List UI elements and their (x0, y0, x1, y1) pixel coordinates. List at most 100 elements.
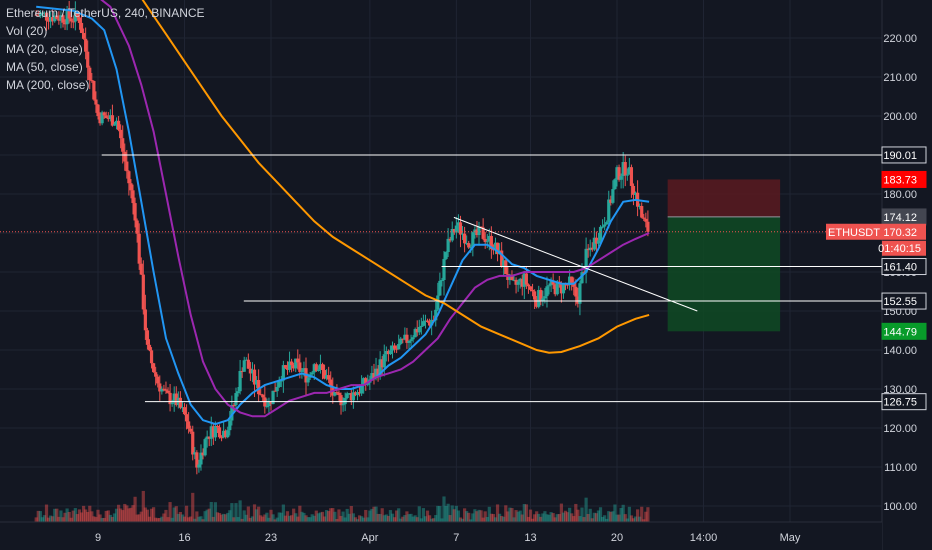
candle-body[interactable] (500, 250, 504, 267)
candle-body[interactable] (469, 247, 473, 249)
candle-body[interactable] (487, 235, 491, 242)
candle-body[interactable] (619, 176, 623, 180)
candle-body[interactable] (392, 345, 397, 349)
candle-body[interactable] (349, 393, 353, 401)
candle-body[interactable] (79, 22, 84, 33)
candle-body[interactable] (413, 329, 417, 338)
candle-body[interactable] (388, 350, 393, 355)
candle-body[interactable] (257, 380, 261, 395)
candle-body[interactable] (269, 401, 273, 405)
candle-body[interactable] (46, 20, 51, 22)
candle-body[interactable] (325, 375, 329, 379)
candle-body[interactable] (452, 229, 456, 233)
candle-body[interactable] (559, 283, 563, 294)
candle-body[interactable] (67, 10, 71, 19)
legend-volume[interactable]: Vol (20) (6, 24, 48, 38)
candle-body[interactable] (174, 393, 178, 405)
candle-body[interactable] (238, 370, 242, 392)
candle-body[interactable] (329, 379, 333, 388)
candle-body[interactable] (119, 129, 123, 139)
candle-body[interactable] (162, 388, 166, 390)
candle-body[interactable] (553, 284, 557, 295)
candle-body[interactable] (42, 12, 47, 14)
candle-body[interactable] (236, 391, 240, 394)
candle-body[interactable] (143, 309, 147, 331)
candle-body[interactable] (384, 351, 388, 355)
candle-body[interactable] (446, 238, 450, 253)
candle-body[interactable] (442, 258, 446, 280)
candle-body[interactable] (44, 12, 49, 21)
candle-body[interactable] (152, 363, 156, 373)
candle-body[interactable] (600, 226, 605, 228)
candle-body[interactable] (417, 326, 421, 333)
candle-body[interactable] (104, 115, 108, 119)
candle-body[interactable] (145, 330, 150, 345)
candle-body[interactable] (277, 381, 281, 388)
candle-body[interactable] (631, 185, 636, 195)
candle-body[interactable] (112, 124, 117, 126)
candle-body[interactable] (590, 247, 594, 250)
candle-body[interactable] (409, 339, 413, 341)
candle-body[interactable] (318, 364, 323, 370)
candle-body[interactable] (141, 274, 145, 310)
candle-body[interactable] (543, 296, 547, 299)
candle-body[interactable] (49, 17, 53, 22)
candle-body[interactable] (493, 242, 498, 251)
candle-body[interactable] (201, 452, 205, 456)
candle-body[interactable] (549, 280, 553, 286)
candle-body[interactable] (53, 15, 57, 22)
horizontal-levels[interactable] (101, 154, 882, 403)
candle-body[interactable] (38, 13, 42, 16)
candle-body[interactable] (116, 120, 121, 130)
candle-body[interactable] (376, 368, 380, 376)
candle-body[interactable] (102, 112, 106, 116)
candle-body[interactable] (450, 229, 454, 241)
candle-body[interactable] (395, 348, 399, 350)
candle-body[interactable] (456, 222, 461, 226)
candle-body[interactable] (242, 360, 246, 372)
candle-body[interactable] (234, 393, 238, 406)
candle-body[interactable] (312, 364, 316, 373)
candle-body[interactable] (403, 334, 407, 340)
candle-body[interactable] (261, 394, 265, 398)
candle-body[interactable] (211, 426, 215, 438)
candle-body[interactable] (465, 243, 469, 245)
candle-body[interactable] (215, 425, 220, 428)
candle-body[interactable] (193, 452, 197, 455)
candle-body[interactable] (609, 199, 613, 203)
candle-body[interactable] (94, 99, 98, 105)
legend-symbol[interactable]: Ethereum / TetherUS, 240, BINANCE (6, 6, 205, 20)
candle-body[interactable] (436, 295, 440, 310)
candle-body[interactable] (222, 430, 226, 438)
candle-body[interactable] (178, 397, 182, 408)
candle-body[interactable] (504, 260, 508, 275)
candle-body[interactable] (36, 14, 40, 16)
candle-body[interactable] (605, 222, 609, 225)
candle-body[interactable] (298, 362, 302, 372)
candle-body[interactable] (545, 286, 549, 297)
candle-body[interactable] (205, 436, 209, 440)
candle-body[interactable] (399, 338, 403, 344)
candle-body[interactable] (364, 378, 368, 385)
candle-body[interactable] (380, 359, 384, 368)
candle-body[interactable] (226, 430, 230, 438)
candle-body[interactable] (88, 67, 92, 81)
candle-body[interactable] (81, 32, 86, 39)
candle-body[interactable] (576, 296, 580, 304)
candle-body[interactable] (55, 15, 59, 19)
candle-body[interactable] (306, 377, 310, 383)
candle-body[interactable] (345, 393, 349, 399)
legend-ma200[interactable]: MA (200, close) (6, 78, 90, 92)
candle-body[interactable] (121, 138, 125, 152)
candle-body[interactable] (580, 272, 584, 284)
candle-body[interactable] (292, 365, 296, 369)
candle-body[interactable] (613, 179, 617, 190)
candle-body[interactable] (322, 370, 327, 379)
candle-body[interactable] (172, 393, 176, 403)
candle-body[interactable] (164, 389, 168, 391)
candle-body[interactable] (570, 276, 574, 283)
candle-body[interactable] (92, 80, 96, 100)
trendline[interactable] (453, 216, 698, 312)
candle-body[interactable] (248, 368, 253, 374)
